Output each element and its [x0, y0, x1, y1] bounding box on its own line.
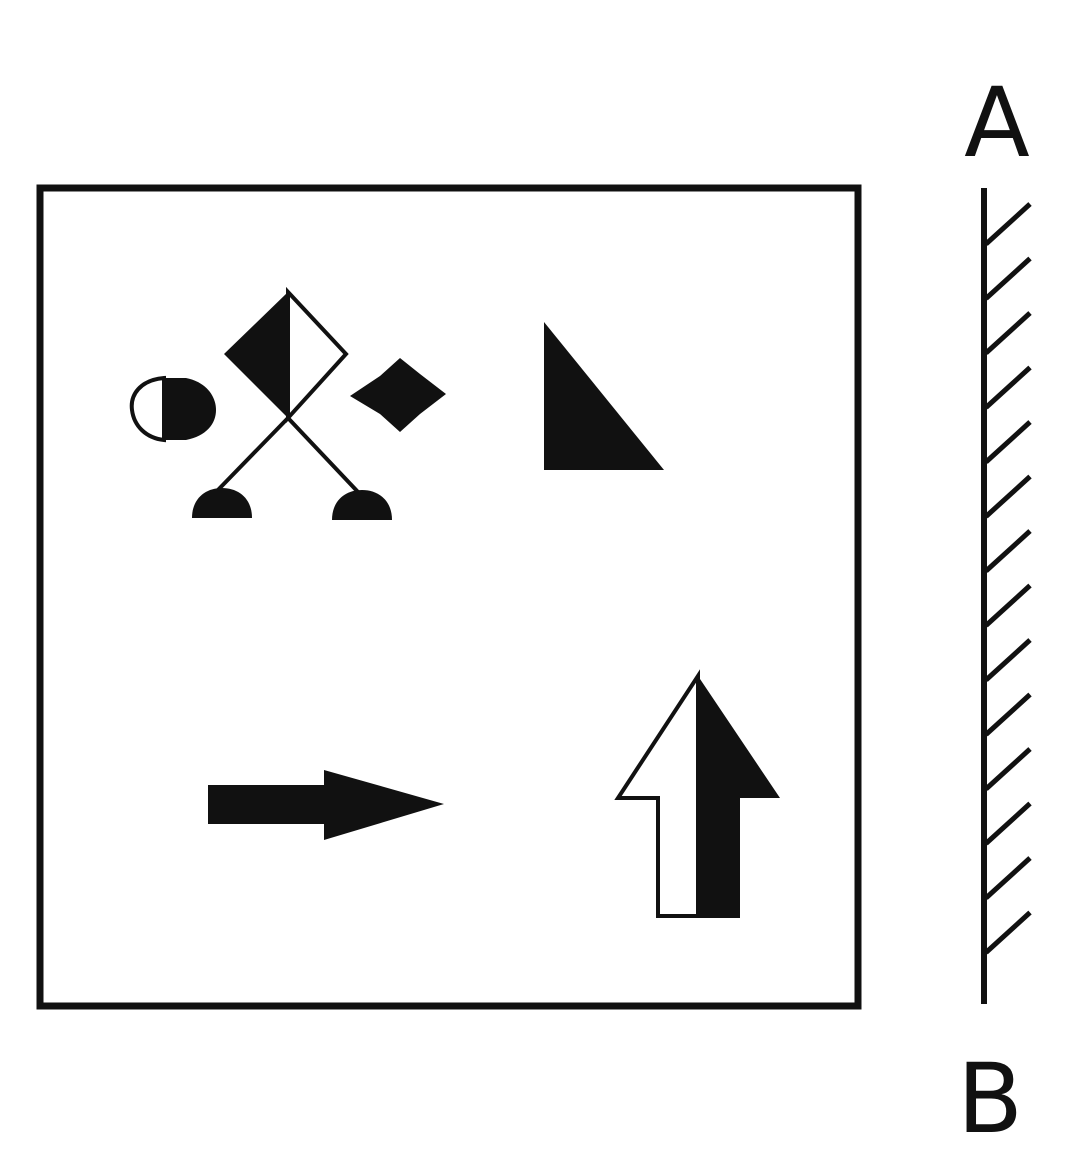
oval-black-half	[164, 378, 216, 440]
left-foot	[192, 488, 252, 518]
hatch-stroke	[984, 256, 1032, 301]
hatch-stroke	[984, 202, 1032, 246]
hatch-stroke	[984, 311, 1032, 355]
hatch-stroke	[984, 420, 1032, 464]
small-black-diamond	[350, 358, 446, 432]
hatch-stroke	[984, 529, 1032, 573]
kite-left-leg	[214, 416, 290, 494]
hatch-stroke	[984, 910, 1032, 955]
hatch-stroke	[984, 474, 1032, 519]
up-arrow	[614, 669, 780, 918]
kite-right-half	[286, 286, 349, 424]
picture-frame	[36, 184, 862, 1010]
mirror-top-label: A	[964, 67, 1030, 179]
hatch-stroke	[984, 583, 1032, 628]
hatch-stroke	[984, 747, 1032, 791]
up-arrow-black-half	[698, 676, 780, 918]
right-pointing-arrow	[208, 770, 444, 840]
hatch-stroke	[984, 856, 1032, 900]
kite-left-half	[224, 292, 288, 418]
kite-right-leg	[286, 416, 360, 494]
right-triangle	[544, 322, 664, 470]
half-filled-oval	[129, 375, 216, 443]
hatch-stroke	[984, 638, 1032, 682]
mirror-hatching	[984, 202, 1032, 955]
up-arrow-white-half	[614, 669, 700, 918]
hatch-stroke	[984, 692, 1032, 737]
oval-white-half	[129, 375, 166, 443]
kite-figure	[192, 286, 392, 520]
hatch-stroke	[984, 801, 1032, 846]
right-foot	[332, 490, 392, 520]
mirror-bottom-label: B	[957, 1043, 1023, 1155]
mirror-line	[981, 188, 1032, 1004]
hatch-stroke	[984, 365, 1032, 410]
